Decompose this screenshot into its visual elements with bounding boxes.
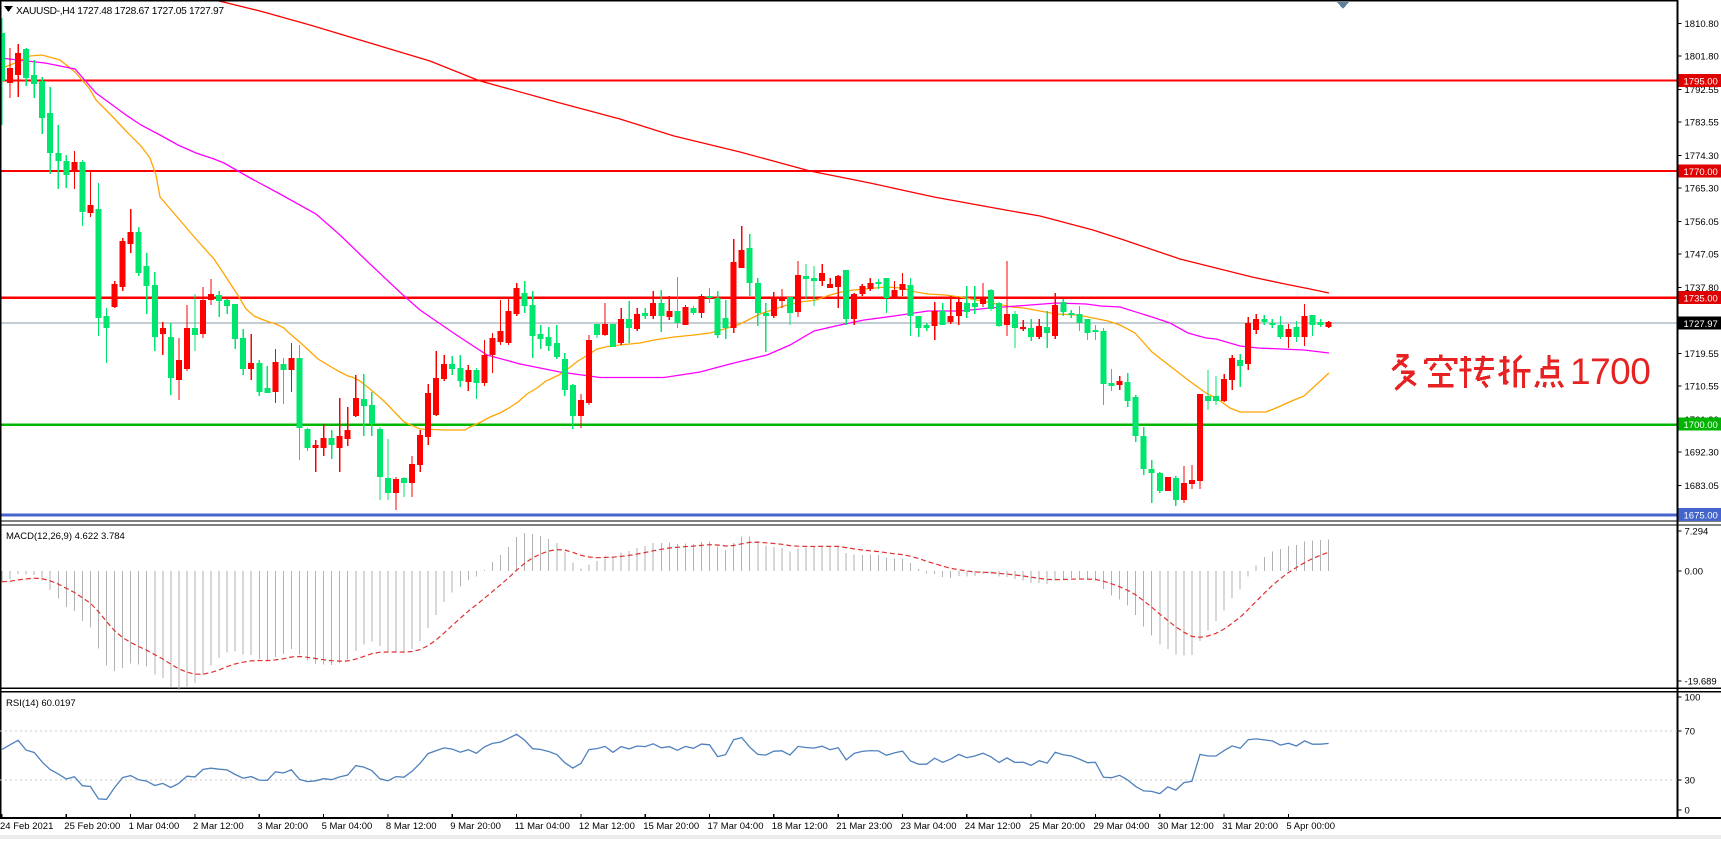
svg-text:8 Mar 12:00: 8 Mar 12:00 (386, 821, 437, 832)
svg-text:23 Mar 04:00: 23 Mar 04:00 (901, 821, 957, 832)
svg-text:1719.55: 1719.55 (1685, 349, 1719, 360)
svg-text:30 Mar 12:00: 30 Mar 12:00 (1158, 821, 1214, 832)
svg-text:1774.30: 1774.30 (1685, 151, 1719, 162)
svg-text:2 Mar 12:00: 2 Mar 12:00 (193, 821, 244, 832)
svg-text:3 Mar 20:00: 3 Mar 20:00 (257, 821, 308, 832)
svg-text:15 Mar 20:00: 15 Mar 20:00 (643, 821, 699, 832)
svg-text:1675.00: 1675.00 (1684, 510, 1718, 521)
svg-text:1710.55: 1710.55 (1685, 382, 1719, 393)
svg-text:1683.05: 1683.05 (1685, 481, 1719, 492)
svg-text:1700: 1700 (1570, 351, 1650, 392)
svg-text:70: 70 (1685, 727, 1696, 738)
svg-text:1756.05: 1756.05 (1685, 217, 1719, 228)
svg-text:1735.00: 1735.00 (1684, 293, 1718, 304)
svg-text:24 Feb 2021: 24 Feb 2021 (0, 821, 53, 832)
svg-text:1792.55: 1792.55 (1685, 85, 1719, 96)
svg-text:1783.55: 1783.55 (1685, 118, 1719, 129)
svg-text:100: 100 (1685, 693, 1701, 704)
svg-text:30: 30 (1685, 775, 1696, 786)
svg-text:1747.05: 1747.05 (1685, 250, 1719, 261)
svg-text:1765.30: 1765.30 (1685, 184, 1719, 195)
svg-text:5 Mar 04:00: 5 Mar 04:00 (322, 821, 373, 832)
svg-text:9 Mar 20:00: 9 Mar 20:00 (450, 821, 501, 832)
svg-text:21 Mar 23:00: 21 Mar 23:00 (836, 821, 892, 832)
svg-text:29 Mar 04:00: 29 Mar 04:00 (1093, 821, 1149, 832)
svg-text:31 Mar 20:00: 31 Mar 20:00 (1222, 821, 1278, 832)
svg-text:17 Mar 04:00: 17 Mar 04:00 (708, 821, 764, 832)
svg-text:1737.80: 1737.80 (1685, 283, 1719, 294)
svg-text:11 Mar 04:00: 11 Mar 04:00 (515, 821, 570, 832)
svg-text:1801.80: 1801.80 (1685, 52, 1719, 63)
svg-text:25 Mar 20:00: 25 Mar 20:00 (1029, 821, 1085, 832)
svg-text:1810.80: 1810.80 (1685, 19, 1719, 30)
svg-text:-19.689: -19.689 (1685, 677, 1717, 688)
svg-text:24 Mar 12:00: 24 Mar 12:00 (965, 821, 1021, 832)
svg-text:25 Feb 20:00: 25 Feb 20:00 (64, 821, 120, 832)
svg-text:18 Mar 12:00: 18 Mar 12:00 (772, 821, 828, 832)
svg-text:1692.30: 1692.30 (1685, 448, 1719, 459)
svg-text:1 Mar 04:00: 1 Mar 04:00 (129, 821, 180, 832)
svg-text:1700.00: 1700.00 (1684, 420, 1718, 431)
svg-text:0.00: 0.00 (1685, 567, 1704, 578)
svg-text:XAUUSD-,H4 1727.48 1728.67 17: XAUUSD-,H4 1727.48 1728.67 1727.05 1727.… (16, 6, 224, 17)
svg-text:1727.97: 1727.97 (1684, 319, 1718, 330)
svg-text:7.294: 7.294 (1685, 527, 1709, 538)
svg-text:5 Apr 00:00: 5 Apr 00:00 (1286, 821, 1335, 832)
svg-text:1770.00: 1770.00 (1684, 167, 1718, 178)
svg-text:1795.00: 1795.00 (1684, 76, 1718, 87)
svg-text:RSI(14) 60.0197: RSI(14) 60.0197 (6, 698, 76, 709)
svg-text:12 Mar 12:00: 12 Mar 12:00 (579, 821, 635, 832)
svg-text:MACD(12,26,9) 4.622 3.784: MACD(12,26,9) 4.622 3.784 (6, 531, 125, 542)
svg-text:0: 0 (1685, 806, 1690, 817)
